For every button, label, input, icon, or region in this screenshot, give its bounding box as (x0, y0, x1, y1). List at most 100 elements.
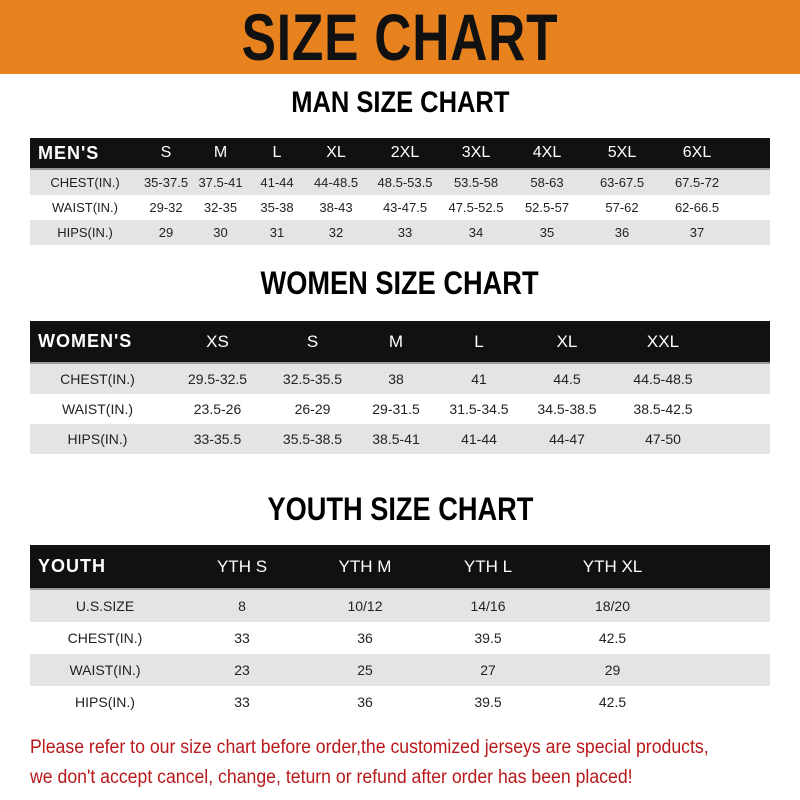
table-cell: 35.5-38.5 (282, 431, 343, 447)
row-label: CHEST(IN.) (67, 630, 143, 646)
table-cell: 53.5-58 (453, 175, 499, 190)
table-cell: 31 (269, 225, 285, 240)
table-cell: 32-35 (203, 200, 238, 215)
table-cell: 27 (480, 662, 496, 678)
men-size-table: MEN'S S M L XL 2XL 3XL 4XL 5XL 6XL CHEST(IN.) 35-37… (30, 138, 770, 245)
table-cell: 8 (238, 598, 246, 614)
size-header: S (306, 331, 319, 351)
table-cell: 38-43 (319, 200, 353, 215)
table-cell: 33 (234, 630, 250, 646)
table-row: HIPS(IN.) 33 36 39.5 42.5 (30, 686, 770, 718)
table-cell: 47-50 (645, 431, 681, 447)
table-cell: 23 (234, 662, 250, 678)
row-label: CHEST(IN.) (50, 175, 120, 190)
table-cell: 29-32 (149, 200, 183, 215)
table-cell: 42.5 (598, 630, 627, 646)
size-header: 3XL (461, 144, 491, 161)
size-header: S (160, 144, 172, 161)
table-cell: 39.5 (474, 630, 502, 646)
table-cell: 31.5-34.5 (449, 401, 509, 417)
table-cell: 32 (328, 225, 344, 240)
table-cell: 42.5 (598, 694, 627, 710)
table-cell: 37 (689, 225, 705, 240)
notice-line: we don't accept cancel, change, teturn o… (30, 767, 633, 788)
table-cell: 47.5-52.5 (448, 200, 504, 215)
table-row: HIPS(IN.) 33-35.5 35.5-38.5 38.5-41 41-44 44-… (30, 424, 770, 454)
table-row: WAIST(IN.) 23.5-26 26-29 29-31.5 31.5-34.5 34… (30, 394, 770, 424)
table-cell: 52.5-57 (524, 200, 570, 215)
table-cell: 25 (357, 662, 373, 678)
table-cell: 38 (388, 371, 404, 387)
page-title: SIZE CHART (241, 0, 559, 74)
table-cell: 44-48.5 (313, 175, 359, 190)
header-label: YOUTH (38, 556, 106, 576)
table-cell: 34 (468, 225, 484, 240)
table-cell: 67.5-72 (674, 175, 720, 190)
table-row: HIPS(IN.) 29 30 31 32 33 34 35 36 37 (30, 220, 770, 245)
row-label: CHEST(IN.) (60, 371, 135, 387)
table-row: CHEST(IN.) 29.5-32.5 32.5-35.5 38 41 44.5 44.5… (30, 364, 770, 394)
table-cell: 38.5-42.5 (633, 401, 693, 417)
row-label: HIPS(IN.) (67, 431, 128, 447)
women-size-table: WOMEN'S XS S M L XL XXL CHEST(IN.) 29.5-32.5 32.5… (30, 321, 770, 454)
size-header: YTH L (463, 556, 513, 576)
table-header-row: MEN'S S M L XL 2XL 3XL 4XL 5XL 6XL (30, 138, 770, 170)
table-cell: 44-47 (549, 431, 585, 447)
row-label: HIPS(IN.) (75, 694, 135, 710)
table-cell: 63-67.5 (599, 175, 645, 190)
table-cell: 35 (539, 225, 555, 240)
table-cell: 18/20 (594, 598, 631, 614)
size-header: XL (556, 331, 578, 351)
table-row: WAIST(IN.) 23 25 27 29 (30, 654, 770, 686)
size-header: M (388, 331, 404, 351)
table-cell: 38.5-41 (372, 431, 420, 447)
table-header-row: YOUTH YTH S YTH M YTH L YTH XL (30, 545, 770, 590)
table-cell: 29 (604, 662, 621, 678)
table-cell: 35-38 (260, 200, 294, 215)
header-label: WOMEN'S (38, 331, 133, 351)
table-cell: 34.5-38.5 (537, 401, 597, 417)
table-row: CHEST(IN.) 33 36 39.5 42.5 (30, 622, 770, 654)
table-cell: 44.5-48.5 (633, 371, 693, 387)
table-cell: 32.5-35.5 (282, 371, 343, 387)
size-header: YTH S (216, 556, 268, 576)
size-header: YTH M (338, 556, 392, 576)
table-cell: 14/16 (470, 598, 506, 614)
size-header: L (474, 331, 484, 351)
table-header-row: WOMEN'S XS S M L XL XXL (30, 321, 770, 364)
youth-size-table: YOUTH YTH S YTH M YTH L YTH XL U.S.SIZE 8 10/12… (30, 545, 770, 718)
size-header: XS (206, 331, 229, 351)
table-cell: 29.5-32.5 (187, 371, 248, 387)
table-cell: 43-47.5 (382, 200, 428, 215)
notice-line: Please refer to our size chart before or… (30, 737, 709, 758)
size-header: M (213, 144, 228, 161)
row-label: HIPS(IN.) (57, 225, 113, 240)
table-cell: 58-63 (530, 175, 564, 190)
women-section-title: WOMEN SIZE CHART (260, 265, 540, 301)
table-cell: 36 (614, 225, 630, 240)
table-cell: 44.5 (553, 371, 581, 387)
table-cell: 41-44 (260, 175, 294, 190)
table-cell: 26-29 (294, 401, 331, 417)
table-cell: 33-35.5 (193, 431, 242, 447)
row-label: WAIST(IN.) (61, 401, 134, 417)
size-header: 2XL (390, 144, 420, 161)
header-label: MEN'S (38, 142, 100, 163)
table-cell: 37.5-41 (198, 175, 243, 190)
size-header: 6XL (682, 144, 712, 161)
table-cell: 41 (471, 371, 487, 387)
table-cell: 35-37.5 (143, 175, 189, 190)
table-cell: 62-66.5 (674, 200, 720, 215)
table-cell: 36 (357, 630, 373, 646)
size-header: XL (326, 144, 346, 161)
title-banner: SIZE CHART (0, 0, 800, 74)
size-header: XXL (646, 331, 680, 351)
table-cell: 57-62 (605, 200, 639, 215)
table-row: U.S.SIZE 8 10/12 14/16 18/20 (30, 590, 770, 622)
table-cell: 48.5-53.5 (377, 175, 433, 190)
order-notice: Please refer to our size chart before or… (30, 733, 790, 793)
table-row: CHEST(IN.) 35-37.5 37.5-41 41-44 44-48.5 48.5… (30, 170, 770, 195)
row-label: WAIST(IN.) (52, 200, 118, 215)
size-header: YTH XL (582, 556, 643, 576)
row-label: U.S.SIZE (75, 598, 135, 614)
